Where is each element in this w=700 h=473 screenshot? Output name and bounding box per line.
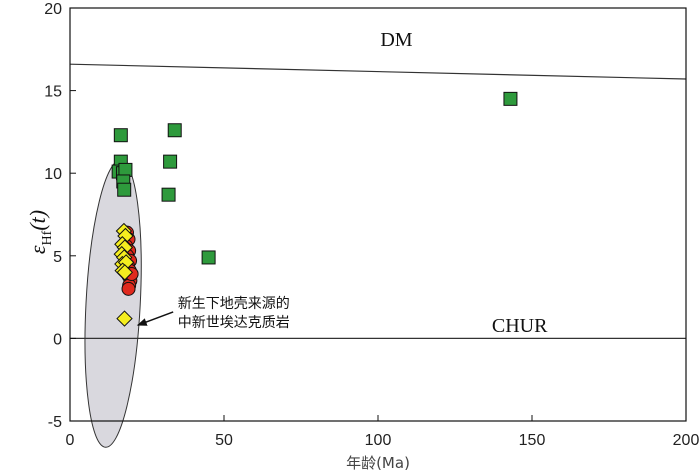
x-tick-label: 100 [365, 432, 392, 449]
data-point-square [118, 162, 133, 177]
data-point-square [503, 91, 518, 106]
annotation-arrow [136, 311, 174, 326]
data-point-square [113, 128, 128, 143]
data-point-square [167, 123, 182, 138]
data-point-square [201, 250, 216, 265]
y-tick-label: 0 [53, 331, 62, 348]
y-tick-label: 15 [44, 84, 62, 101]
y-axis-label-tail: (t) [25, 210, 50, 231]
data-point-square [163, 154, 178, 169]
dm-label: DM [380, 29, 412, 51]
annotation-line-2: 中新世埃达克质岩 [178, 315, 290, 331]
dm-reference-line [69, 63, 687, 80]
x-tick-label: 50 [215, 432, 233, 449]
x-axis-label: 年龄(Ma) [346, 454, 410, 472]
data-point-diamond [116, 264, 134, 281]
data-point-diamond [116, 310, 133, 327]
y-axis-label: εHf(t) [25, 210, 55, 254]
y-tick-label: 10 [44, 166, 62, 183]
y-axis-label-main: ε [25, 245, 50, 254]
chur-label: CHUR [492, 315, 548, 337]
data-point-circle [121, 281, 136, 296]
x-tick-label: 150 [519, 432, 546, 449]
data-point-square [117, 182, 132, 197]
data-point-square [161, 187, 176, 202]
y-axis-label-subscript: Hf [40, 230, 55, 245]
x-tick-label: 0 [66, 432, 75, 449]
y-tick-label: 20 [44, 1, 62, 18]
y-tick-label: -5 [48, 414, 62, 431]
y-tick-label: 5 [53, 249, 62, 266]
adakite-field-ellipse [84, 159, 142, 448]
plot-frame [69, 7, 687, 422]
annotation-line-1: 新生下地壳来源的 [178, 295, 290, 312]
x-tick-label: 200 [673, 432, 700, 449]
